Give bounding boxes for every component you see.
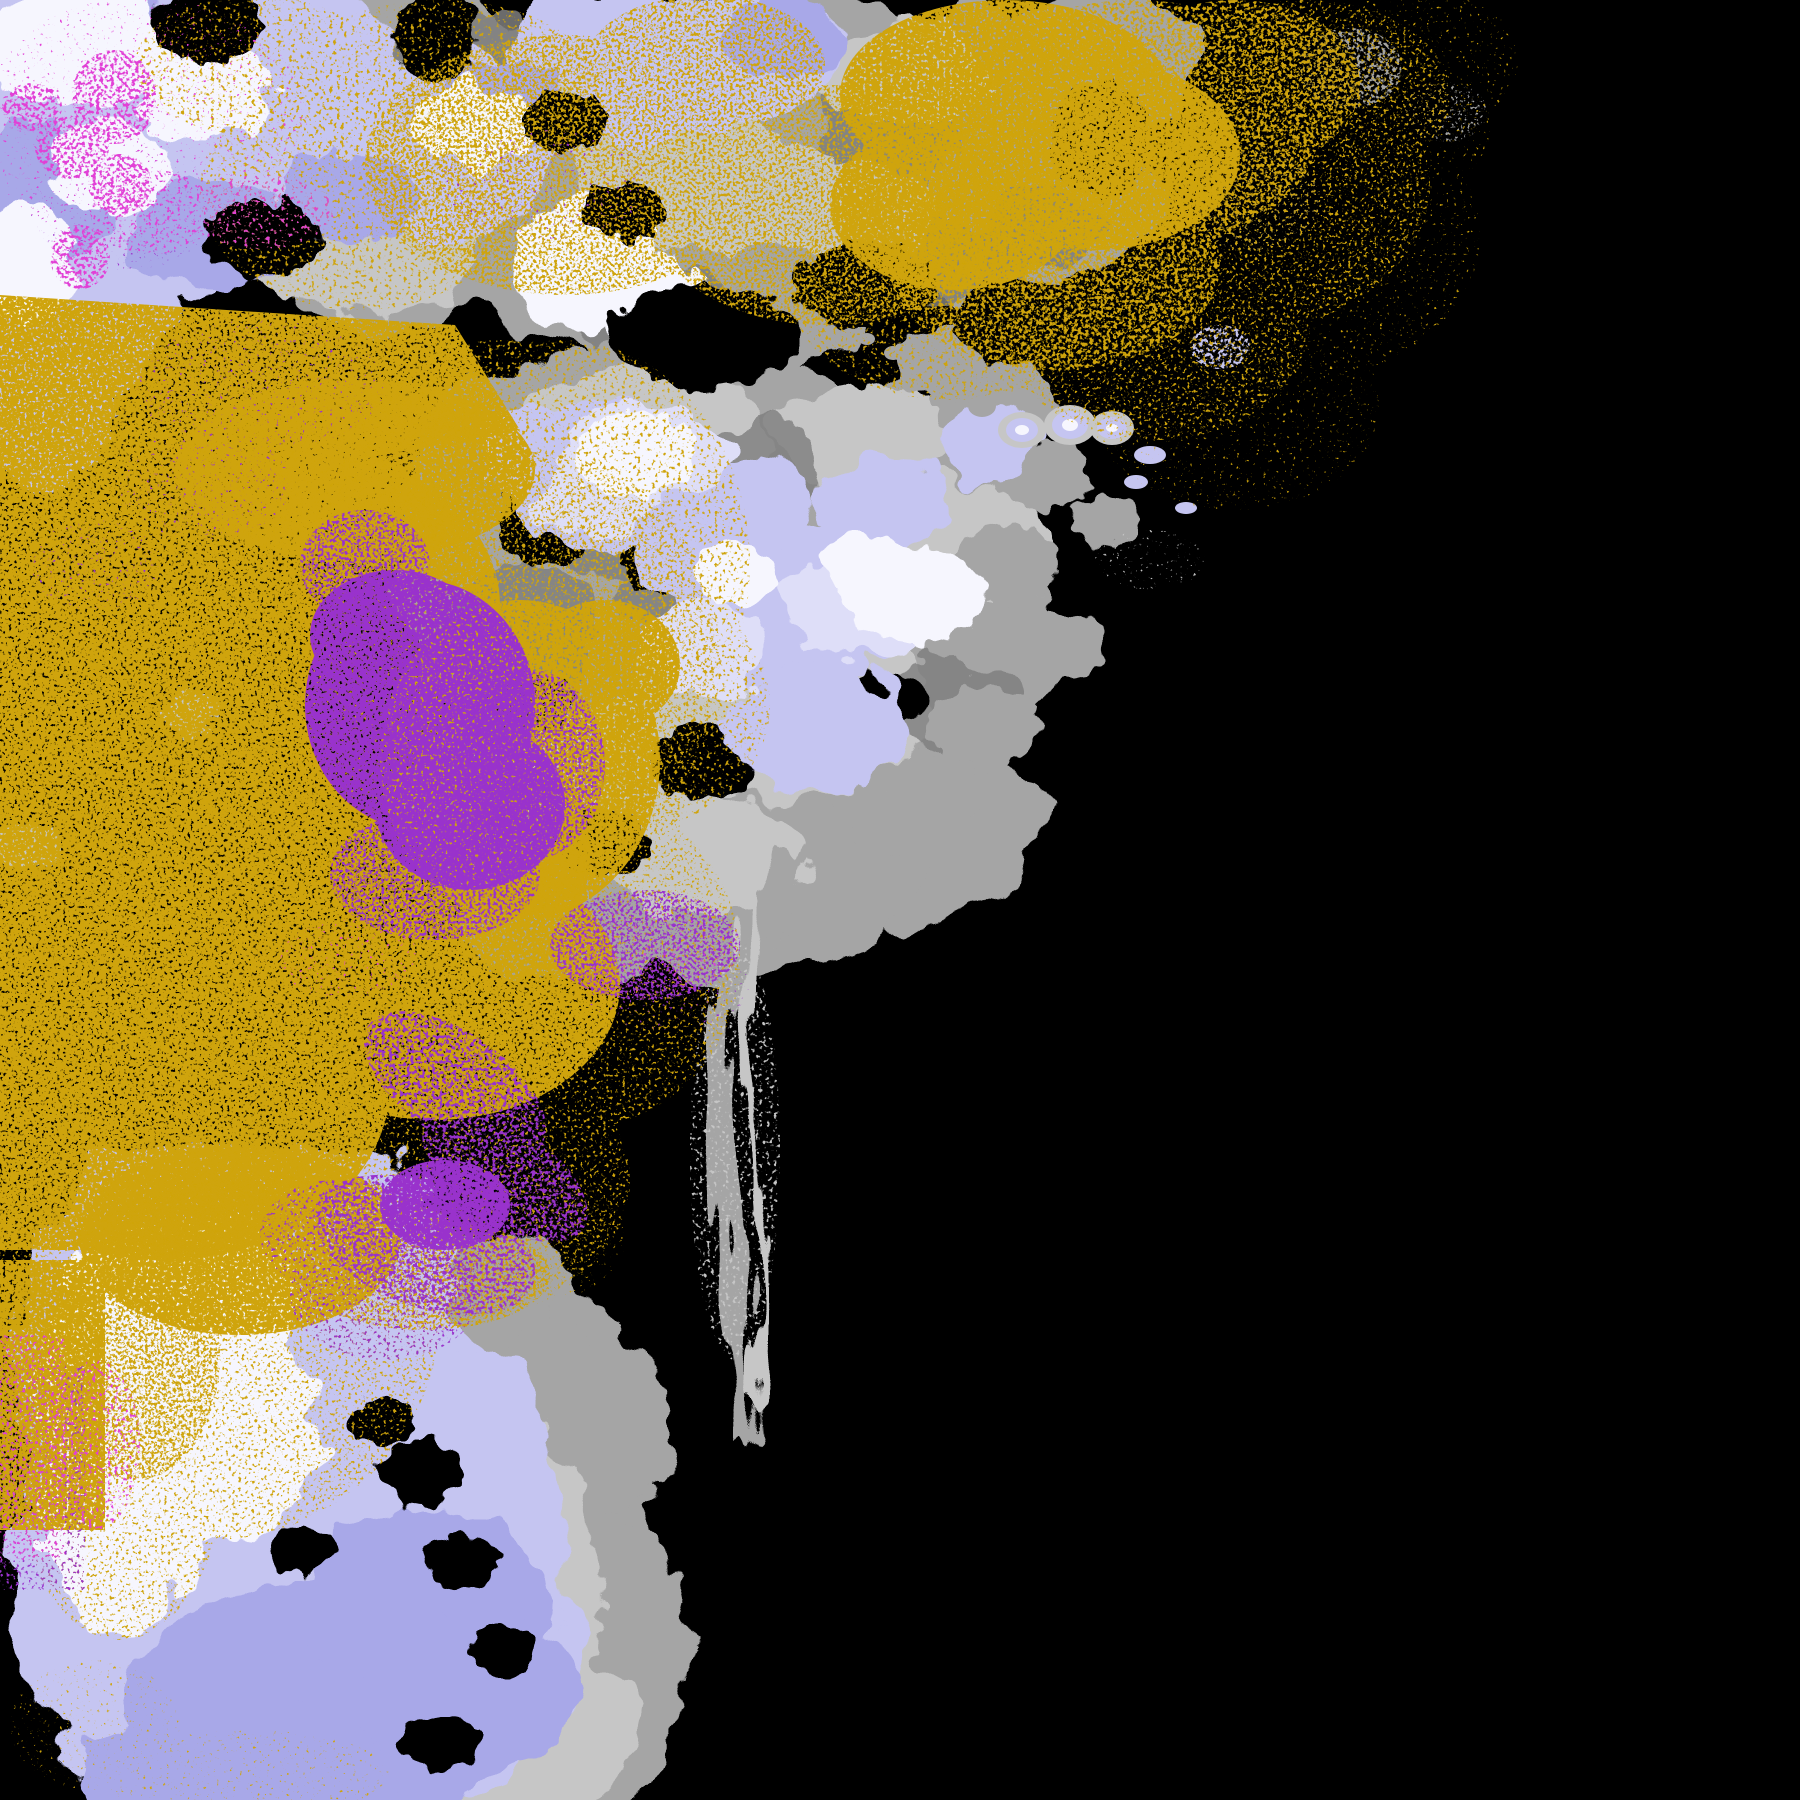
speckle-blob xyxy=(280,920,420,1000)
speckle-blob xyxy=(440,130,650,240)
cloud-cell xyxy=(968,395,996,417)
speckle-blob xyxy=(1320,0,1520,130)
speckle-blob xyxy=(422,1107,588,1243)
speckle-blob xyxy=(30,520,160,610)
gap xyxy=(265,1525,335,1575)
cloud-cell xyxy=(883,759,987,831)
cloud-cell xyxy=(929,683,1041,767)
speckle-blob xyxy=(455,670,605,860)
pearl-core xyxy=(1015,425,1029,435)
speckle-blob xyxy=(0,1335,65,1560)
speckle-blob xyxy=(120,430,290,540)
speckle-blob xyxy=(380,1160,510,1250)
speckle-blob xyxy=(50,1360,140,1530)
speckle-blob xyxy=(260,1180,410,1290)
speckle-blob xyxy=(1090,300,1380,510)
gray-speck-cluster xyxy=(1095,530,1205,590)
gap xyxy=(425,1535,499,1589)
gap xyxy=(400,1715,484,1769)
cloud-core xyxy=(820,460,950,550)
speckle-blob xyxy=(560,910,730,1000)
speckle-blob xyxy=(10,1660,180,1790)
speckle-blob xyxy=(300,510,430,620)
speckle-blob xyxy=(135,320,385,450)
gap xyxy=(470,1628,534,1676)
pearl xyxy=(998,412,1046,448)
speckle-blob xyxy=(360,340,650,530)
speckle-blob xyxy=(0,0,307,247)
cloud-cell xyxy=(1023,613,1107,677)
cloud-cell xyxy=(1070,495,1140,545)
gold-plume-northeast xyxy=(830,0,1520,510)
gap xyxy=(380,1440,464,1504)
magenta-speckle xyxy=(0,0,730,1560)
speckle-blob xyxy=(585,0,825,135)
magenta-faint xyxy=(0,0,730,1000)
cloud-core xyxy=(820,532,900,588)
plume-very-sparse xyxy=(1090,0,1520,510)
